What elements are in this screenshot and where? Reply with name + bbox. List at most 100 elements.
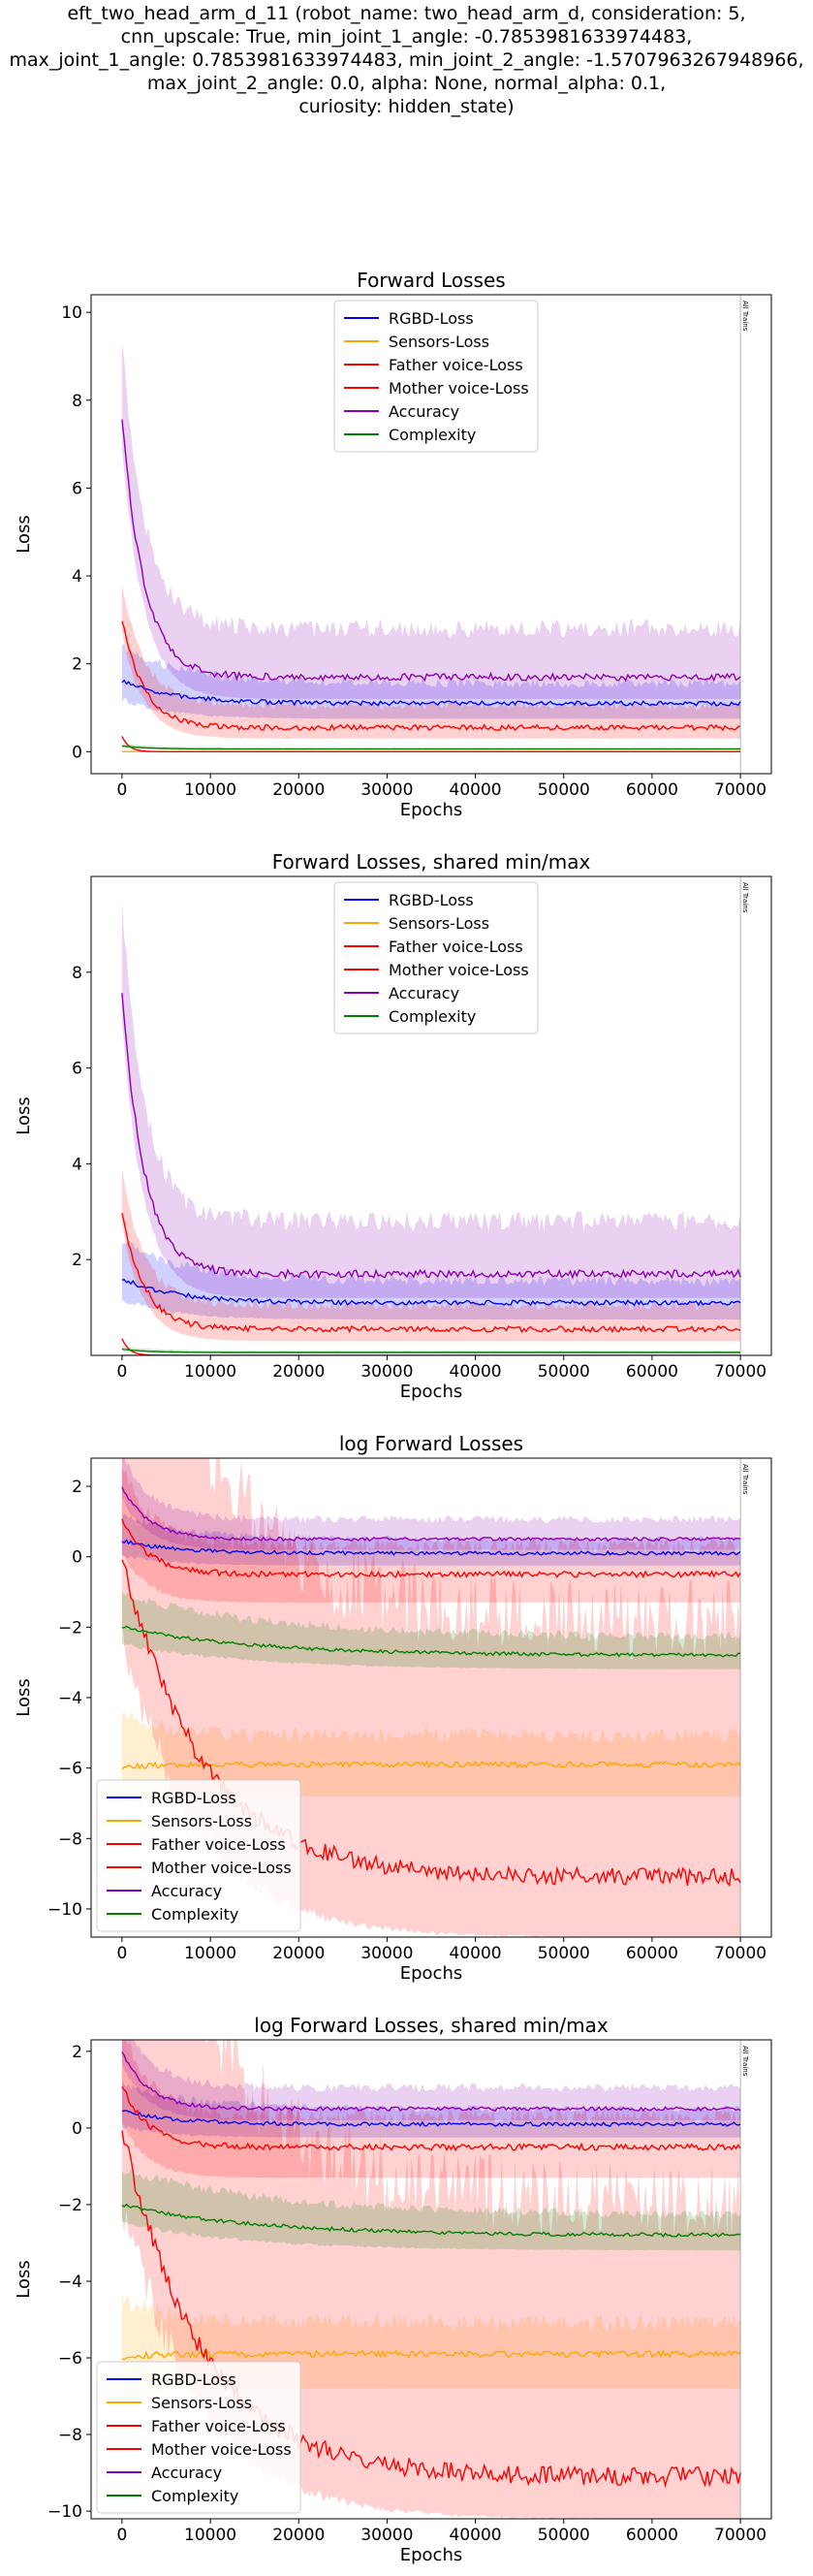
legend-label-complexity: Complexity [389,426,476,444]
x-tick-label: 50000 [538,1362,590,1382]
chart-log-forward-losses: log Forward Losses All Trains 0 10000 20000 3… [14,1432,772,1984]
y-tick-label: 2 [72,1478,82,1497]
band-father-voice-loss [121,1468,741,1603]
band-complexity [121,1590,741,1670]
x-tick-label: 60000 [626,1944,678,1963]
legend-label-father-voice-loss: Father voice-Loss [389,938,523,956]
chart-log-forward-losses-shared: log Forward Losses, shared min/max All Tr… [14,2014,772,2565]
x-tick-label: 60000 [626,2526,678,2545]
axes-frame [90,294,772,775]
band-father-voice-loss [121,2040,741,2178]
x-tick-label: 50000 [538,2526,590,2545]
x-tick-label: 20000 [272,780,325,800]
series-line-accuracy [121,993,741,1280]
x-tick-label: 10000 [184,780,236,800]
y-tick-label: 8 [72,392,82,411]
figure-title-line-4: max_joint_2_angle: 0.0, alpha: None, nor… [146,73,667,94]
x-tick-label: 70000 [714,1944,766,1963]
y-tick-label: −4 [58,2273,82,2292]
series-line-rgbd-loss [121,2110,741,2128]
series-line-complexity [121,2203,741,2239]
chart-title: Forward Losses [357,269,505,292]
y-axis-label: Loss [14,2260,34,2298]
x-tick-label: 0 [116,2526,127,2545]
band-accuracy [121,902,741,1298]
vline-label: All Trains [741,301,749,332]
y-axis-label: Loss [14,1097,34,1134]
y-tick-label: 4 [72,567,82,587]
series-line-complexity [121,745,741,750]
x-tick-label: 20000 [272,2526,325,2545]
legend-label-mother-voice-loss: Mother voice-Loss [389,379,529,398]
y-axis-label: Loss [14,515,34,553]
legend-box [96,2361,301,2514]
legend-label-complexity: Complexity [151,2487,238,2505]
x-tick-label: 30000 [360,1944,413,1963]
x-tick-label: 50000 [538,1944,590,1963]
series-line-father-voice-loss [121,1212,741,1334]
x-tick-label: 40000 [450,1362,502,1382]
x-tick-label: 70000 [714,1362,766,1382]
series-line-mother-voice-loss [121,736,741,752]
axes-frame [90,875,772,1356]
legend-label-accuracy: Accuracy [151,2464,222,2482]
x-axis-label: Epochs [400,1963,463,1984]
x-tick-label: 10000 [184,1362,236,1382]
legend-box [96,1779,301,1932]
y-tick-label: 0 [72,1548,82,1568]
series-line-rgbd-loss [121,679,741,707]
legend: RGBD-Loss Sensors-Loss Father voice-Loss Mo… [96,2361,301,2514]
figure-title-line-3: max_joint_1_angle: 0.7853981633974483, m… [9,49,804,71]
legend: RGBD-Loss Sensors-Loss Father voice-Loss Mo… [96,1779,301,1932]
band-complexity [121,743,741,750]
y-tick-label: −8 [58,1829,82,1849]
y-tick-label: −2 [58,1618,82,1638]
series-line-accuracy [121,419,741,683]
series-line-sensors-loss [121,2349,741,2361]
x-tick-label: 10000 [184,1944,236,1963]
x-tick-label: 30000 [360,2526,413,2545]
x-tick-label: 50000 [538,780,590,800]
legend-label-rgbd-loss: RGBD-Loss [151,2370,236,2389]
band-accuracy [121,1458,741,1550]
legend-label-rgbd-loss: RGBD-Loss [151,1789,236,1807]
x-tick-label: 20000 [272,1944,325,1963]
legend-box [333,300,539,453]
series-line-complexity [121,1625,741,1658]
legend: RGBD-Loss Sensors-Loss Father voice-Loss Mo… [333,881,539,1034]
legend-label-complexity: Complexity [151,1905,238,1924]
x-tick-label: 40000 [450,780,502,800]
series-line-complexity [121,1348,741,1353]
x-tick-label: 0 [116,1362,127,1382]
band-father-voice-loss [121,1168,741,1342]
band-complexity [121,2168,741,2251]
x-tick-label: 10000 [184,2526,236,2545]
y-tick-label: −10 [47,2502,82,2522]
x-axis-label: Epochs [400,800,463,820]
x-tick-label: 20000 [272,1362,325,1382]
chart-forward-losses: Forward Losses All Trains 0 10000 20000 30000… [14,269,772,820]
chart-title: log Forward Losses [339,1432,523,1455]
series-line-rgbd-loss [121,1539,741,1556]
x-tick-label: 30000 [360,1362,413,1382]
legend-label-accuracy: Accuracy [151,1882,222,1900]
legend-label-accuracy: Accuracy [389,984,459,1002]
legend-box [333,881,539,1034]
legend-label-mother-voice-loss: Mother voice-Loss [151,1859,292,1877]
x-tick-label: 40000 [450,1944,502,1963]
y-tick-label: 0 [72,743,82,762]
x-tick-label: 70000 [714,2526,766,2545]
y-tick-label: 4 [72,1155,82,1174]
axes-frame [90,2039,772,2520]
legend: RGBD-Loss Sensors-Loss Father voice-Loss Mo… [333,300,539,453]
y-tick-label: 0 [72,2119,82,2139]
x-tick-label: 40000 [450,2526,502,2545]
figure-title-line-1: eft_two_head_arm_d_11 (robot_name: two_h… [67,3,746,24]
figure-title-line-5: curiosity: hidden_state) [298,96,515,117]
y-tick-label: 6 [72,479,82,498]
y-axis-label: Loss [14,1678,34,1716]
band-complexity [121,1346,741,1353]
series-line-father-voice-loss [121,2085,741,2152]
y-tick-label: 2 [72,1251,82,1270]
y-tick-label: 2 [72,2043,82,2062]
